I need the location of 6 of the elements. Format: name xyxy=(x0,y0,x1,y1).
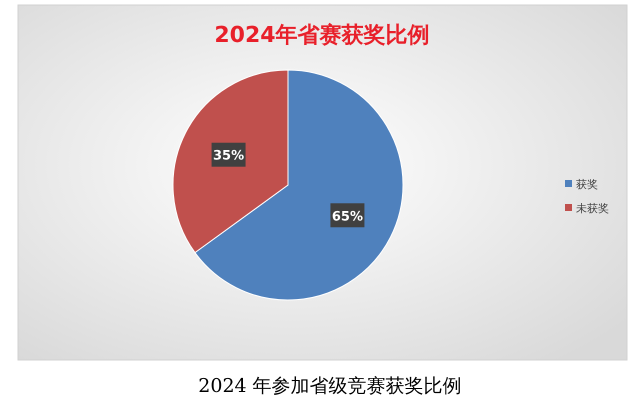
chart-title: 2024年省赛获奖比例 xyxy=(214,22,430,48)
legend-label: 获奖 xyxy=(576,178,598,191)
legend-label: 未获奖 xyxy=(576,202,609,215)
data-label: 65% xyxy=(332,209,363,224)
text: 2024 年参加省级竞赛获奖比例 xyxy=(198,375,462,397)
data-label: 35% xyxy=(213,148,244,164)
